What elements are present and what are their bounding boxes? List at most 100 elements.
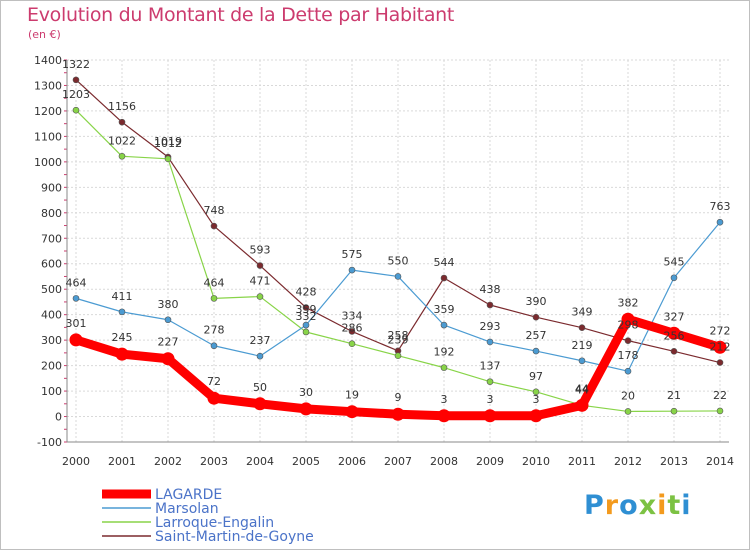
data-label: 3: [487, 393, 494, 406]
data-point: [348, 340, 356, 347]
y-tick-label: 500: [41, 283, 62, 296]
data-label: 763: [710, 200, 731, 213]
data-label: 22: [713, 389, 727, 402]
logo-letter: i: [657, 490, 668, 521]
data-label: 44: [575, 383, 589, 396]
data-point: [210, 342, 218, 350]
data-label: 334: [342, 309, 363, 322]
x-tick-label: 2013: [660, 455, 688, 468]
data-label: 748: [204, 204, 225, 217]
data-point: [164, 316, 172, 324]
data-point: [302, 304, 310, 311]
data-label: 382: [618, 296, 639, 309]
data-label: 245: [112, 331, 133, 344]
data-point: [207, 391, 221, 405]
x-tick-label: 2001: [108, 455, 136, 468]
chart-title: Evolution du Montant de la Dette par Hab…: [27, 4, 455, 26]
data-label: 438: [480, 283, 501, 296]
x-tick-label: 2008: [430, 455, 458, 468]
y-tick-label: 1200: [34, 105, 62, 118]
logo-letter: P: [584, 490, 605, 521]
data-point: [437, 409, 451, 423]
data-label: 349: [572, 306, 593, 319]
chart-unit: (en €): [28, 28, 61, 41]
y-tick-label: 1000: [34, 156, 62, 169]
data-label: 50: [253, 381, 267, 394]
data-label: 272: [710, 324, 731, 337]
x-tick-label: 2006: [338, 455, 366, 468]
data-label: 359: [296, 303, 317, 316]
data-point: [624, 367, 632, 375]
data-label: 1012: [154, 137, 182, 150]
data-point: [667, 326, 681, 340]
data-label: 258: [388, 329, 409, 342]
data-point: [391, 407, 405, 421]
legend-label: Larroque-Engalin: [155, 515, 274, 531]
data-label: 1322: [62, 58, 90, 71]
data-label: 545: [664, 256, 685, 269]
data-label: 30: [299, 386, 313, 399]
x-tick-label: 2014: [706, 455, 734, 468]
data-label: 256: [664, 329, 685, 342]
data-label: 298: [618, 319, 639, 332]
data-point: [529, 409, 543, 423]
y-tick-label: 0: [55, 411, 62, 424]
data-point: [210, 295, 218, 302]
data-label: 3: [533, 393, 540, 406]
data-label: 1203: [62, 88, 90, 101]
legend: LAGARDEMarsolanLarroque-EngalinSaint-Mar…: [102, 487, 314, 545]
data-label: 464: [204, 276, 225, 289]
y-tick-label: 300: [41, 334, 62, 347]
data-point: [161, 352, 175, 366]
data-point: [394, 352, 402, 359]
y-tick-label: -100: [37, 436, 62, 449]
y-tick-label: 200: [41, 360, 62, 373]
data-point: [299, 402, 313, 416]
data-label: 1156: [108, 100, 136, 113]
data-point: [483, 409, 497, 423]
data-label: 278: [204, 324, 225, 337]
data-label: 428: [296, 286, 317, 299]
data-label: 286: [342, 322, 363, 335]
data-label: 72: [207, 375, 221, 388]
data-label: 178: [618, 349, 639, 362]
data-point: [115, 347, 129, 361]
legend-label: Saint-Martin-de-Goyne: [155, 529, 314, 545]
data-label: 44: [575, 382, 589, 395]
legend-label: LAGARDE: [155, 487, 222, 503]
data-point: [578, 324, 586, 331]
data-label: 332: [296, 310, 317, 323]
data-point: [578, 357, 586, 365]
data-label: 293: [480, 320, 501, 333]
data-point: [345, 405, 359, 419]
x-tick-label: 2000: [62, 455, 90, 468]
logo-letter: x: [638, 490, 658, 521]
data-label: 1019: [154, 135, 182, 148]
series-Marsolan: [72, 218, 724, 375]
data-point: [486, 378, 494, 385]
data-point: [670, 407, 678, 415]
data-label: 257: [526, 329, 547, 342]
x-tick-label: 2010: [522, 455, 550, 468]
data-point: [532, 313, 540, 321]
data-point: [440, 321, 448, 329]
data-point: [575, 398, 589, 412]
data-label: 192: [434, 346, 455, 359]
y-tick-label: 900: [41, 181, 62, 194]
legend-label: Marsolan: [155, 501, 219, 517]
data-label: 137: [480, 360, 501, 373]
data-point: [486, 338, 494, 346]
y-tick-label: 1400: [34, 54, 62, 67]
series-LAGARDE: [69, 312, 727, 423]
data-point: [624, 337, 632, 344]
logo-letter: o: [619, 490, 639, 521]
x-tick-label: 2007: [384, 455, 412, 468]
data-point: [348, 328, 356, 335]
data-label: 380: [158, 298, 179, 311]
x-tick-label: 2002: [154, 455, 182, 468]
data-point: [256, 293, 264, 300]
data-point: [716, 407, 724, 415]
data-label: 411: [112, 290, 133, 303]
data-point: [118, 152, 126, 160]
